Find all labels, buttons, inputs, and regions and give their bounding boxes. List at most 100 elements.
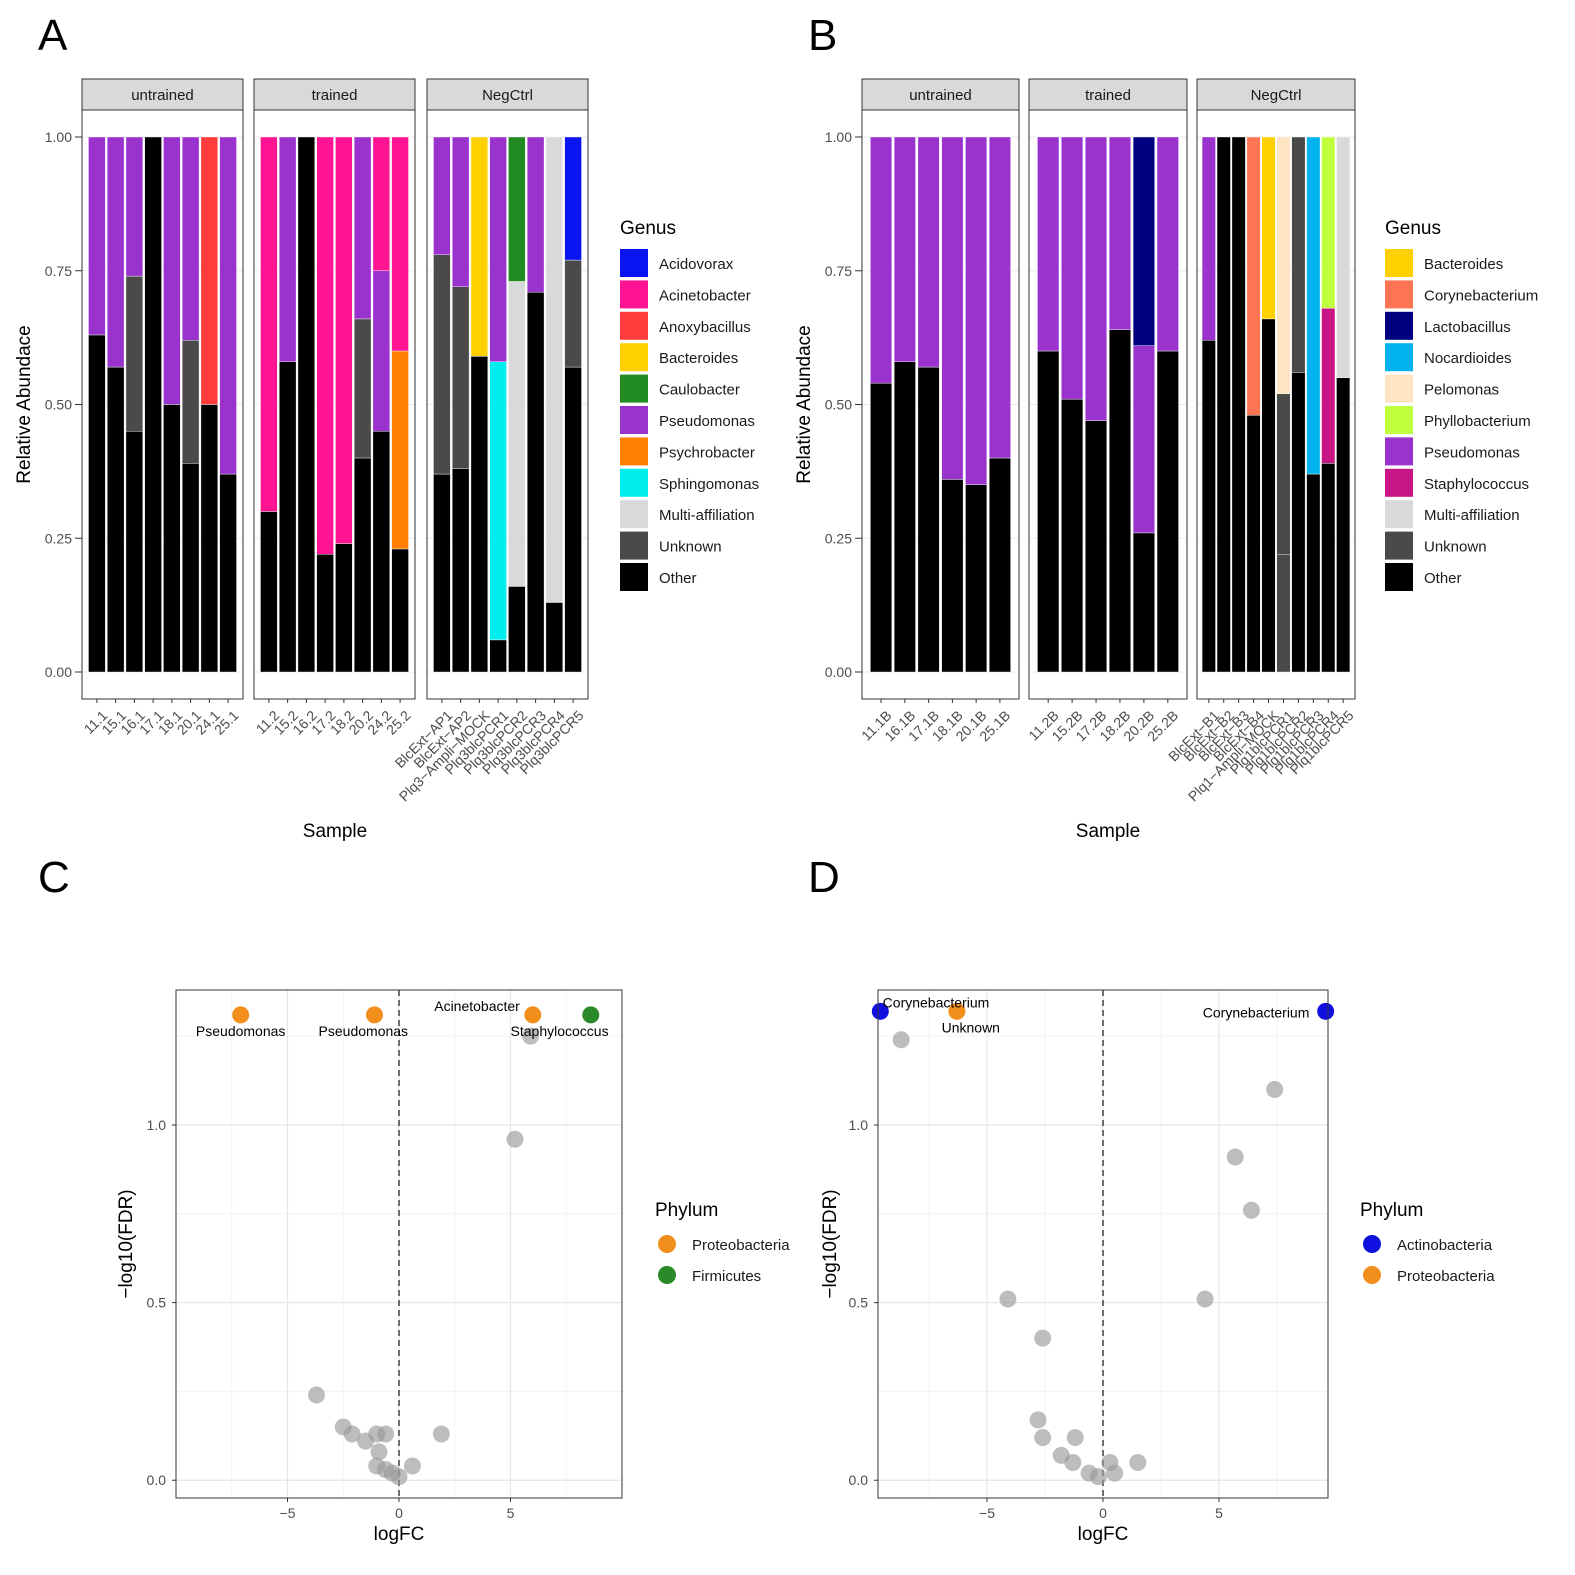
x-tick-label: −5: [979, 1505, 995, 1521]
bar-segment-other: [893, 361, 916, 673]
bar-segment-other: [1261, 318, 1276, 673]
panel-letter-b: B: [808, 11, 837, 60]
bar-segment-pseudomonas: [181, 136, 200, 341]
bar-segment-other: [508, 586, 526, 673]
panel-border: [253, 109, 416, 700]
bar-segment-other: [125, 431, 144, 673]
bar-segment-pseudomonas: [489, 136, 507, 362]
bar-segment-other: [941, 479, 964, 673]
bar-segment-bacteroides: [1261, 136, 1276, 320]
legend-label: Acidovorax: [659, 256, 734, 273]
x-axis-title: Sample: [1076, 821, 1140, 842]
bar-segment-other: [1306, 473, 1321, 673]
x-tick-label: 5: [507, 1505, 515, 1521]
point-not-significant: [377, 1425, 395, 1443]
bar-segment-other: [1336, 377, 1351, 673]
bar-segment-other: [1156, 350, 1179, 673]
bar-segment-pseudomonas: [1132, 345, 1155, 534]
point-not-significant: [1034, 1329, 1052, 1347]
bar-segment-other: [297, 136, 316, 673]
chart-d: −5 0 5 0.0 0.5 1.0 Corynebacterium Unknown Coryn…: [820, 989, 1495, 1545]
facet-strip-label: NegCtrl: [482, 87, 533, 104]
point-not-significant: [1129, 1453, 1147, 1471]
bar-segment-other: [989, 457, 1011, 673]
bar-segment-other: [1291, 372, 1306, 673]
legend-swatch-pelomonas: [1385, 374, 1413, 403]
bar-segment-unknown: [353, 318, 372, 459]
point-proteobacteria: [365, 1006, 383, 1024]
legend-label: Acinetobacter: [659, 287, 751, 304]
legend-swatch-multi-affiliation: [620, 500, 648, 529]
point-proteobacteria: [232, 1006, 250, 1024]
bar-segment-pseudomonas: [1061, 136, 1084, 400]
bar-segment-caulobacter: [508, 136, 526, 282]
bar-segment-pseudomonas: [163, 136, 181, 405]
legend-label: Proteobacteria: [1397, 1268, 1495, 1285]
bar-segment-acinetobacter: [391, 136, 409, 352]
bar-segment-pseudomonas: [279, 136, 297, 362]
y-tick-label: 1.00: [825, 129, 852, 145]
bar-segment-other: [452, 468, 470, 673]
bar-segment-other: [1231, 136, 1246, 673]
bar-segment-acinetobacter: [372, 136, 390, 271]
legend-label: Unknown: [1424, 539, 1487, 556]
point-not-significant: [343, 1425, 361, 1443]
bar-segment-other: [489, 639, 507, 673]
legend-label: Pseudomonas: [1424, 444, 1520, 461]
legend: Genus Acidovorax Acinetobacter Anoxybacillu…: [620, 218, 759, 591]
bar-segment-other: [144, 136, 162, 673]
bar-segment-other: [279, 361, 297, 673]
point-not-significant: [999, 1290, 1017, 1308]
bar-segment-unknown: [1276, 554, 1291, 673]
legend-swatch-corynebacterium: [1385, 280, 1413, 309]
bar-segment-other: [1201, 340, 1216, 673]
bar-segment-pseudomonas: [1156, 136, 1179, 352]
point-not-significant: [1089, 1468, 1107, 1486]
chart-a: 0.00 0.25 0.50 0.75 1.00 Relative Abundace Sam…: [14, 78, 759, 842]
legend-swatch-pseudomonas: [620, 406, 648, 434]
bar-segment-unknown: [564, 259, 582, 368]
panel-border: [877, 989, 1329, 1499]
legend-label: Actinobacteria: [1397, 1237, 1493, 1254]
bar-segment-pelomonas: [1276, 136, 1291, 394]
facet-strip-label: NegCtrl: [1251, 87, 1302, 104]
legend-dot-actinobacteria: [1363, 1235, 1381, 1253]
legend-swatch-unknown: [620, 531, 648, 560]
legend-swatch-other: [1385, 563, 1413, 591]
y-tick-label: 0.50: [45, 397, 72, 413]
bar-segment-pseudomonas: [219, 136, 237, 475]
bar-segment-pseudomonas: [125, 136, 144, 277]
y-tick-label: 1.00: [45, 129, 72, 145]
legend-swatch-bacteroides: [620, 343, 648, 372]
bar-segment-anoxybacillus: [200, 136, 218, 405]
bar-segment-pseudomonas: [353, 136, 372, 320]
bar-segment-pseudomonas: [1201, 136, 1216, 341]
point-proteobacteria: [948, 1002, 966, 1020]
legend: Phylum Proteobacteria Firmicutes: [655, 1200, 790, 1285]
bar-segment-other: [965, 484, 988, 673]
bar-segment-other: [200, 404, 218, 673]
point-not-significant: [1106, 1464, 1124, 1482]
bar-segment-unknown: [452, 286, 470, 469]
point-not-significant: [1034, 1429, 1052, 1447]
y-axis-title: −log10(FDR): [116, 1189, 137, 1298]
legend-label: Other: [1424, 570, 1462, 587]
y-tick-label: 0.25: [45, 530, 72, 546]
y-tick-label: 0.0: [147, 1472, 167, 1488]
bar-segment-phyllobacterium: [1321, 136, 1336, 309]
x-axis-title: Sample: [303, 821, 367, 842]
bar-segment-other: [526, 291, 545, 673]
legend-label: Multi-affiliation: [1424, 507, 1520, 524]
bar-segment-pseudomonas: [1085, 136, 1108, 421]
bar-segment-corynebacterium: [1246, 136, 1261, 416]
bar-segment-pseudomonas: [917, 136, 940, 368]
bar-segment-other: [1037, 350, 1060, 673]
bar-segment-unknown: [181, 340, 200, 464]
legend-label: Phyllobacterium: [1424, 413, 1531, 430]
y-tick-label: 0.0: [849, 1472, 869, 1488]
point-not-significant: [370, 1443, 388, 1461]
legend-dot-firmicutes: [658, 1266, 676, 1284]
legend-title: Genus: [620, 218, 676, 239]
